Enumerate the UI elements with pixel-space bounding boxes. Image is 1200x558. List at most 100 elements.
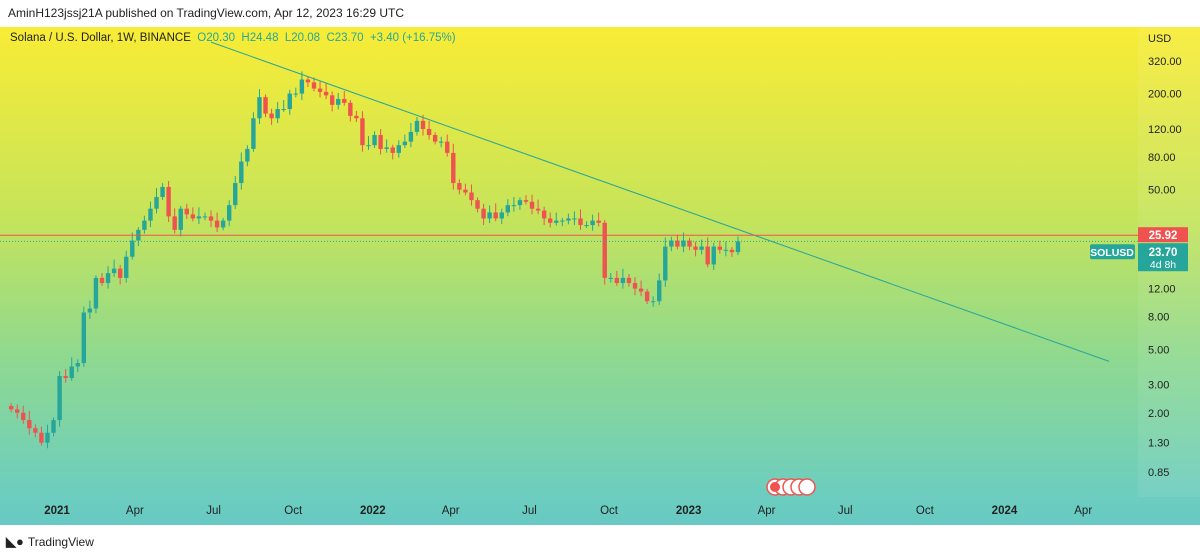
candle-body: [451, 152, 456, 184]
candle-body: [541, 210, 547, 219]
chart-area[interactable]: [0, 27, 1200, 497]
candle-body: [75, 363, 80, 367]
price-tick-label: 120.00: [1148, 124, 1182, 136]
symbol-legend: Solana / U.S. Dollar, 1W, BINANCE O20.30…: [10, 32, 456, 44]
candle-body: [202, 216, 208, 218]
candle-body: [699, 246, 704, 250]
ohlc-open: O20.30: [197, 32, 235, 44]
candle-body: [723, 249, 729, 251]
candle-body: [287, 93, 292, 110]
candle-body: [426, 128, 432, 136]
candle-body: [45, 432, 50, 443]
candle-body: [226, 205, 232, 221]
candle-body: [99, 277, 105, 284]
candle-body: [63, 375, 68, 379]
symbol-name[interactable]: Solana / U.S. Dollar, 1W, BINANCE: [10, 32, 191, 44]
candle-body: [481, 208, 486, 219]
candle-body: [257, 97, 262, 119]
price-tick-label: 320.00: [1148, 56, 1182, 68]
tradingview-logo-icon: ◣●: [6, 534, 24, 549]
candle-body: [566, 218, 571, 221]
price-tick-label: 200.00: [1148, 89, 1182, 101]
candle-body: [372, 135, 377, 146]
time-label: Jul: [522, 505, 537, 517]
candle-body: [323, 91, 329, 96]
candle-body: [348, 102, 353, 116]
candle-body: [33, 428, 38, 433]
ohlc-change: +3.40 (+16.75%): [369, 32, 456, 44]
candle-body: [632, 283, 638, 289]
time-axis[interactable]: 2021 Apr Jul Oct 2022 Apr Jul Oct 2023 Apr Jul Oct 2…: [0, 497, 1200, 525]
economic-event-icon: [798, 478, 816, 496]
candle-body: [21, 412, 26, 421]
candle-body: [390, 147, 395, 153]
us-flag-icon: [770, 482, 780, 492]
candle-body: [299, 79, 305, 94]
candle-body: [342, 98, 347, 103]
candle-body: [596, 220, 601, 223]
time-label: Oct: [600, 505, 618, 517]
candle-body: [124, 256, 129, 278]
candle-body: [408, 131, 414, 142]
brand-name: TradingView: [27, 535, 94, 549]
candle-body: [644, 291, 650, 302]
ohlc-close: C23.70: [326, 32, 364, 44]
candle-body: [93, 277, 99, 309]
candle-body: [590, 220, 595, 226]
candle-body: [311, 82, 317, 89]
candle-body: [336, 98, 341, 105]
candle-body: [178, 208, 183, 230]
countdown-text: 4d 8h: [1150, 259, 1176, 271]
candle-body: [69, 366, 74, 379]
candle-body: [81, 312, 87, 364]
candle-body: [239, 161, 244, 184]
currency-label: USD: [1148, 33, 1171, 45]
price-tick-label: 0.85: [1148, 467, 1169, 479]
price-tick-label: 50.00: [1148, 185, 1176, 197]
candle-body: [142, 220, 147, 230]
candle-body: [657, 280, 662, 302]
candle-body: [529, 201, 535, 209]
candle-body: [554, 220, 559, 223]
time-label: Jul: [206, 505, 221, 517]
candle-body: [214, 220, 220, 228]
candle-body: [275, 109, 280, 119]
candle-body: [572, 218, 577, 220]
candle-body: [560, 220, 565, 222]
candle-body: [87, 308, 93, 313]
candle-body: [148, 208, 153, 221]
candle-body: [469, 192, 474, 201]
candle-body: [208, 216, 214, 221]
time-label: Jul: [837, 505, 853, 517]
candle-body: [8, 406, 14, 410]
candle-body: [681, 240, 686, 247]
candle-body: [57, 375, 62, 421]
candle-body: [548, 218, 553, 223]
candle-body: [669, 240, 674, 247]
candle-body: [117, 268, 123, 278]
candle-body: [360, 118, 365, 146]
candle-body: [457, 183, 462, 190]
time-label: Apr: [441, 505, 460, 517]
candle-body: [160, 186, 165, 197]
candle-body: [687, 240, 692, 247]
candle-body: [602, 222, 607, 278]
candle-body: [584, 225, 589, 227]
candle-body: [578, 218, 583, 226]
candle-body: [463, 189, 468, 193]
candle-body: [281, 109, 286, 111]
candle-body: [130, 240, 135, 257]
candle-body: [420, 120, 426, 129]
candle-body: [190, 214, 196, 219]
line-price-badge: [1138, 227, 1188, 243]
candle-body: [675, 240, 680, 247]
candle-body: [39, 432, 44, 443]
time-label: Apr: [1074, 505, 1093, 517]
candle-body: [196, 216, 202, 219]
candle-body: [251, 118, 256, 149]
price-tick-label: 12.00: [1148, 284, 1176, 296]
candle-body: [27, 420, 32, 429]
footer: ◣● TradingView: [6, 534, 94, 550]
candle-body: [445, 141, 450, 153]
